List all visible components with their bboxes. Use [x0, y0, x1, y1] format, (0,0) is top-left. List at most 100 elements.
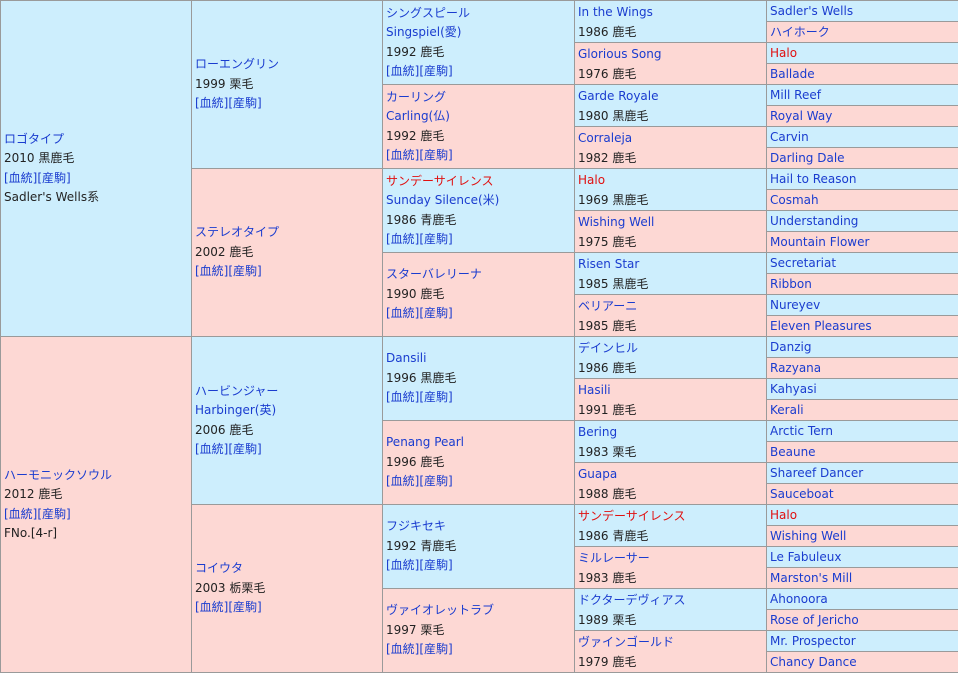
g5-name-link[interactable]: Nureyev — [770, 295, 955, 315]
ddss-info: 1986 青鹿毛 — [578, 526, 763, 546]
dddd-name-link[interactable]: ヴァインゴールド — [578, 632, 763, 652]
g5-name-link[interactable]: Darling Dale — [770, 148, 955, 168]
g5-name-link[interactable]: Ribbon — [770, 274, 955, 294]
ds-name-link[interactable]: ハービンジャー — [195, 382, 379, 402]
g5-name-link[interactable]: Mr. Prospector — [770, 631, 955, 651]
ss-name-link[interactable]: ローエングリン — [195, 55, 379, 75]
g5-name-link[interactable]: Halo — [770, 505, 955, 525]
bloodline-link[interactable]: [血統] — [4, 171, 37, 185]
progeny-link[interactable]: [産駒] — [419, 390, 452, 404]
sds-name-link[interactable]: サンデーサイレンス — [386, 172, 571, 192]
g5-name-link[interactable]: Hail to Reason — [770, 169, 955, 189]
dds-name-link[interactable]: フジキセキ — [386, 517, 571, 537]
ssss-name-link[interactable]: In the Wings — [578, 2, 763, 22]
sdd-name-link[interactable]: スターバレリーナ — [386, 265, 571, 285]
sds-name2-link[interactable]: Sunday Silence(米) — [386, 191, 571, 211]
g5-name-link[interactable]: Royal Way — [770, 106, 955, 126]
sdss-info: 1969 黒鹿毛 — [578, 190, 763, 210]
g5-name-link[interactable]: Eleven Pleasures — [770, 316, 955, 336]
dsd-name-link[interactable]: Penang Pearl — [386, 433, 571, 453]
g5-name-link[interactable]: Secretariat — [770, 253, 955, 273]
ddsd-name-link[interactable]: ミルレーサー — [578, 548, 763, 568]
g5-name-link[interactable]: Shareef Dancer — [770, 463, 955, 483]
dssd-name-link[interactable]: Hasili — [578, 380, 763, 400]
ddd-name-link[interactable]: ヴァイオレットラブ — [386, 601, 571, 621]
g5-name-link[interactable]: Le Fabuleux — [770, 547, 955, 567]
g5-name-link[interactable]: Ballade — [770, 64, 955, 84]
ds-name2-link[interactable]: Harbinger(英) — [195, 401, 379, 421]
g5-name-link[interactable]: Sauceboat — [770, 484, 955, 504]
progeny-link[interactable]: [産駒] — [228, 264, 261, 278]
dss-links: [血統][産駒] — [386, 388, 571, 408]
sss-name2-link[interactable]: Singspiel(愛) — [386, 23, 571, 43]
progeny-link[interactable]: [産駒] — [419, 232, 452, 246]
bloodline-link[interactable]: [血統] — [386, 390, 419, 404]
g5-name-link[interactable]: Kahyasi — [770, 379, 955, 399]
g5-name-link[interactable]: Arctic Tern — [770, 421, 955, 441]
g5-name-link[interactable]: ハイホーク — [770, 22, 955, 42]
g5-name-link[interactable]: Danzig — [770, 337, 955, 357]
dsdd-name-link[interactable]: Guapa — [578, 464, 763, 484]
bloodline-link[interactable]: [血統] — [386, 64, 419, 78]
progeny-link[interactable]: [産駒] — [37, 507, 70, 521]
progeny-link[interactable]: [産駒] — [37, 171, 70, 185]
sss-name-link[interactable]: シングスピール — [386, 4, 571, 24]
bloodline-link[interactable]: [血統] — [195, 442, 228, 456]
progeny-link[interactable]: [産駒] — [419, 64, 452, 78]
g5-name-link[interactable]: Carvin — [770, 127, 955, 147]
bloodline-link[interactable]: [血統] — [386, 306, 419, 320]
progeny-link[interactable]: [産駒] — [228, 600, 261, 614]
progeny-link[interactable]: [産駒] — [228, 96, 261, 110]
g5-name-link[interactable]: Rose of Jericho — [770, 610, 955, 630]
sire-name-link[interactable]: ロゴタイプ — [4, 130, 188, 150]
progeny-link[interactable]: [産駒] — [228, 442, 261, 456]
g5-name-link[interactable]: Beaune — [770, 442, 955, 462]
bloodline-link[interactable]: [血統] — [195, 96, 228, 110]
bloodline-link[interactable]: [血統] — [386, 558, 419, 572]
ssdd-name-link[interactable]: Corraleja — [578, 128, 763, 148]
bloodline-link[interactable]: [血統] — [386, 148, 419, 162]
ddds-name-link[interactable]: ドクターデヴィアス — [578, 590, 763, 610]
dssd-info: 1991 鹿毛 — [578, 400, 763, 420]
ssd-name-link[interactable]: カーリング — [386, 88, 571, 108]
g5-name-link[interactable]: Mill Reef — [770, 85, 955, 105]
g5-name-link[interactable]: Razyana — [770, 358, 955, 378]
g5-name-link[interactable]: Chancy Dance — [770, 652, 955, 672]
g5-name-link[interactable]: Ahonoora — [770, 589, 955, 609]
g5-name-link[interactable]: Marston's Mill — [770, 568, 955, 588]
bloodline-link[interactable]: [血統] — [386, 642, 419, 656]
progeny-link[interactable]: [産駒] — [419, 474, 452, 488]
sdss-name-link[interactable]: Halo — [578, 170, 763, 190]
sd-name-link[interactable]: ステレオタイプ — [195, 223, 379, 243]
bloodline-link[interactable]: [血統] — [195, 264, 228, 278]
dam-name-link[interactable]: ハーモニックソウル — [4, 466, 188, 486]
ssds-name-link[interactable]: Garde Royale — [578, 86, 763, 106]
g5-name-link[interactable]: Understanding — [770, 211, 955, 231]
g5-name-link[interactable]: Mountain Flower — [770, 232, 955, 252]
ssd-name2-link[interactable]: Carling(仏) — [386, 107, 571, 127]
sdsd-name-link[interactable]: Wishing Well — [578, 212, 763, 232]
dss-name-link[interactable]: Dansili — [386, 349, 571, 369]
g5-name-link[interactable]: Cosmah — [770, 190, 955, 210]
bloodline-link[interactable]: [血統] — [4, 507, 37, 521]
g5-name-link[interactable]: Sadler's Wells — [770, 1, 955, 21]
bloodline-link[interactable]: [血統] — [386, 232, 419, 246]
sssd-name-link[interactable]: Glorious Song — [578, 44, 763, 64]
progeny-link[interactable]: [産駒] — [419, 306, 452, 320]
dsds-name-link[interactable]: Bering — [578, 422, 763, 442]
g5-name-link[interactable]: Kerali — [770, 400, 955, 420]
sddd-name-link[interactable]: ベリアーニ — [578, 296, 763, 316]
progeny-link[interactable]: [産駒] — [419, 148, 452, 162]
dsss-name-link[interactable]: デインヒル — [578, 338, 763, 358]
sdds-name-link[interactable]: Risen Star — [578, 254, 763, 274]
progeny-link[interactable]: [産駒] — [419, 558, 452, 572]
sire-cell: ロゴタイプ 2010 黒鹿毛 [血統][産駒] Sadler's Wells系 — [1, 1, 192, 337]
bloodline-link[interactable]: [血統] — [195, 600, 228, 614]
g5-name-link[interactable]: Halo — [770, 43, 955, 63]
progeny-link[interactable]: [産駒] — [419, 642, 452, 656]
dd-name-link[interactable]: コイウタ — [195, 559, 379, 579]
g5-name-link[interactable]: Wishing Well — [770, 526, 955, 546]
ddss-name-link[interactable]: サンデーサイレンス — [578, 506, 763, 526]
bloodline-link[interactable]: [血統] — [386, 474, 419, 488]
sdds-info: 1985 黒鹿毛 — [578, 274, 763, 294]
